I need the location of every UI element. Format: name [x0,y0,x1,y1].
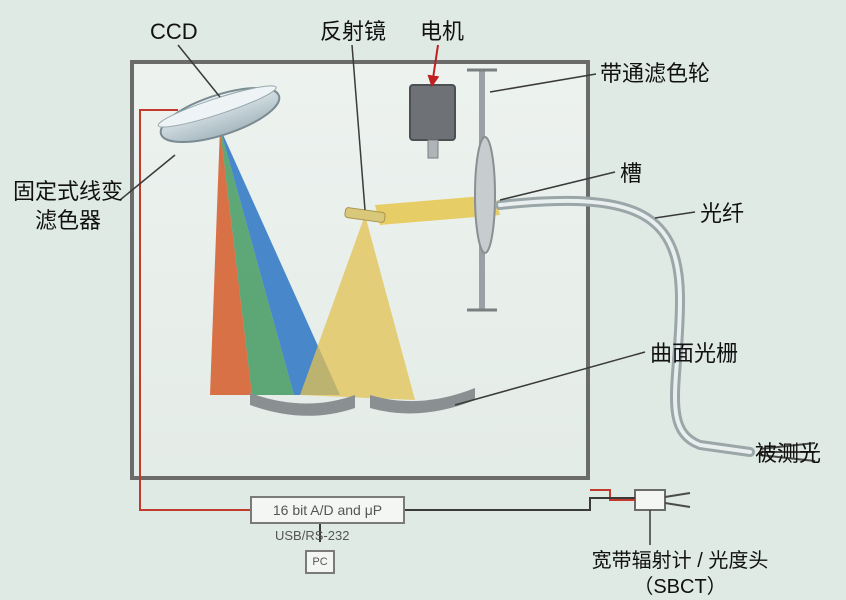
label-usb: USB/RS-232 [275,528,349,545]
pc-box-text: PC [312,556,327,568]
ad-box: 16 bit A/D and μP [250,496,405,524]
label-fiber: 光纤 [700,200,744,229]
label-ccd: CCD [150,18,198,47]
pc-box: PC [305,550,335,574]
label-filterwheel: 带通滤色轮 [600,60,710,89]
detector-box [635,490,665,510]
label-fixedfilter: 固定式线变 滤色器 [8,178,128,235]
label-measured: 被测光 [755,440,821,469]
label-grating: 曲面光栅 [650,340,738,369]
label-slot: 槽 [620,160,642,189]
label-mirror: 反射镜 [320,18,386,47]
ad-box-text: 16 bit A/D and μP [273,502,382,518]
label-detector: 宽带辐射计 / 光度头 （SBCT） [560,548,800,600]
label-motor: 电机 [420,18,464,47]
black-wire-1 [405,498,635,510]
main-enclosure [130,60,590,480]
